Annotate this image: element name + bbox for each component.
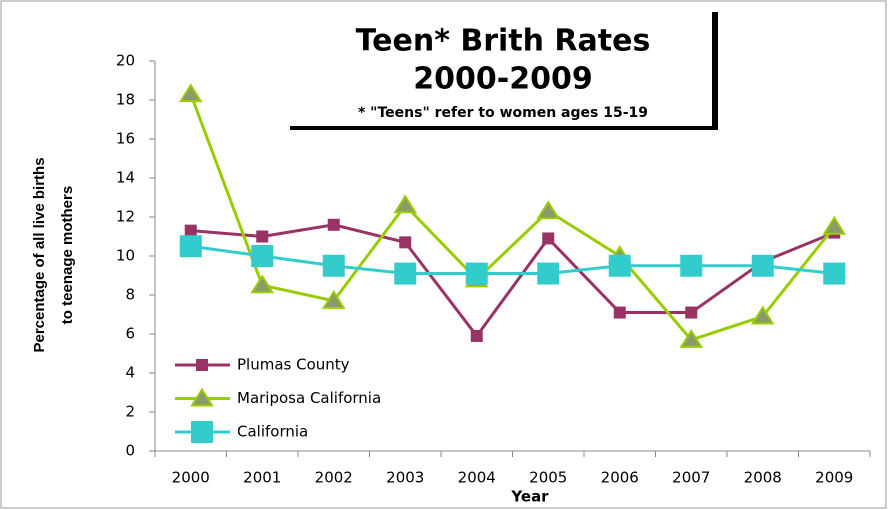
y-tick-label: 18 [116, 91, 135, 109]
legend-label: Plumas County [237, 356, 350, 374]
chart-subtitle: 2000-2009 [413, 62, 592, 97]
marker [465, 262, 488, 285]
marker [399, 236, 412, 249]
legend-marker [196, 359, 208, 371]
marker [470, 329, 483, 342]
series-line [189, 93, 836, 342]
chart-title: Teen* Brith Rates [356, 24, 651, 59]
marker [822, 215, 847, 235]
x-tick-label: 2006 [601, 469, 639, 487]
y-axis-title-line: to teenage mothers [59, 186, 76, 324]
y-tick-label: 0 [125, 442, 135, 460]
marker [178, 83, 203, 103]
legend-label: Mariposa California [237, 389, 381, 407]
marker [537, 262, 560, 285]
x-tick-label: 2009 [815, 469, 853, 487]
series-line [190, 244, 835, 276]
marker [680, 254, 703, 277]
marker [679, 328, 704, 348]
y-axis-title-line: Percentage of all live births [31, 157, 48, 352]
x-tick-label: 2001 [243, 469, 281, 487]
marker [536, 200, 561, 220]
x-tick-label: 2003 [386, 469, 424, 487]
legend-label: California [237, 423, 308, 441]
marker [823, 262, 846, 285]
y-tick-label: 8 [125, 286, 135, 304]
y-axis-title: Percentage of all live births to teenage… [31, 157, 76, 352]
x-tick-label: 2002 [315, 469, 353, 487]
marker [184, 224, 197, 237]
marker [608, 254, 631, 277]
x-tick-label: 2007 [672, 469, 710, 487]
marker [393, 194, 418, 214]
y-tick-label: 2 [125, 403, 135, 421]
y-tick-label: 6 [125, 325, 135, 343]
marker [327, 218, 340, 231]
marker [251, 245, 274, 267]
x-axis-title: Year [510, 488, 549, 506]
legend-marker [190, 387, 214, 407]
marker [179, 235, 202, 258]
x-tick-label: 2004 [458, 469, 496, 487]
marker [250, 274, 275, 294]
x-tick-label: 2008 [744, 469, 782, 487]
marker [256, 230, 269, 243]
y-tick-label: 20 [116, 52, 135, 70]
marker [322, 254, 345, 277]
series-line [190, 223, 835, 339]
legend-marker [191, 421, 213, 443]
marker [751, 254, 774, 277]
y-tick-label: 14 [116, 169, 135, 187]
marker [613, 306, 626, 319]
marker [685, 306, 698, 319]
y-tick-label: 12 [116, 208, 135, 226]
y-tick-label: 4 [125, 364, 135, 382]
marker [542, 232, 555, 245]
chart-note: * "Teens" refer to women ages 15-19 [358, 105, 648, 121]
x-tick-label: 2000 [172, 469, 210, 487]
title-box [290, 12, 718, 130]
x-tick-label: 2005 [529, 469, 567, 487]
y-tick-label: 16 [116, 130, 135, 148]
y-tick-label: 10 [116, 247, 135, 265]
marker [394, 262, 417, 285]
marker [321, 289, 346, 309]
marker [750, 305, 775, 325]
